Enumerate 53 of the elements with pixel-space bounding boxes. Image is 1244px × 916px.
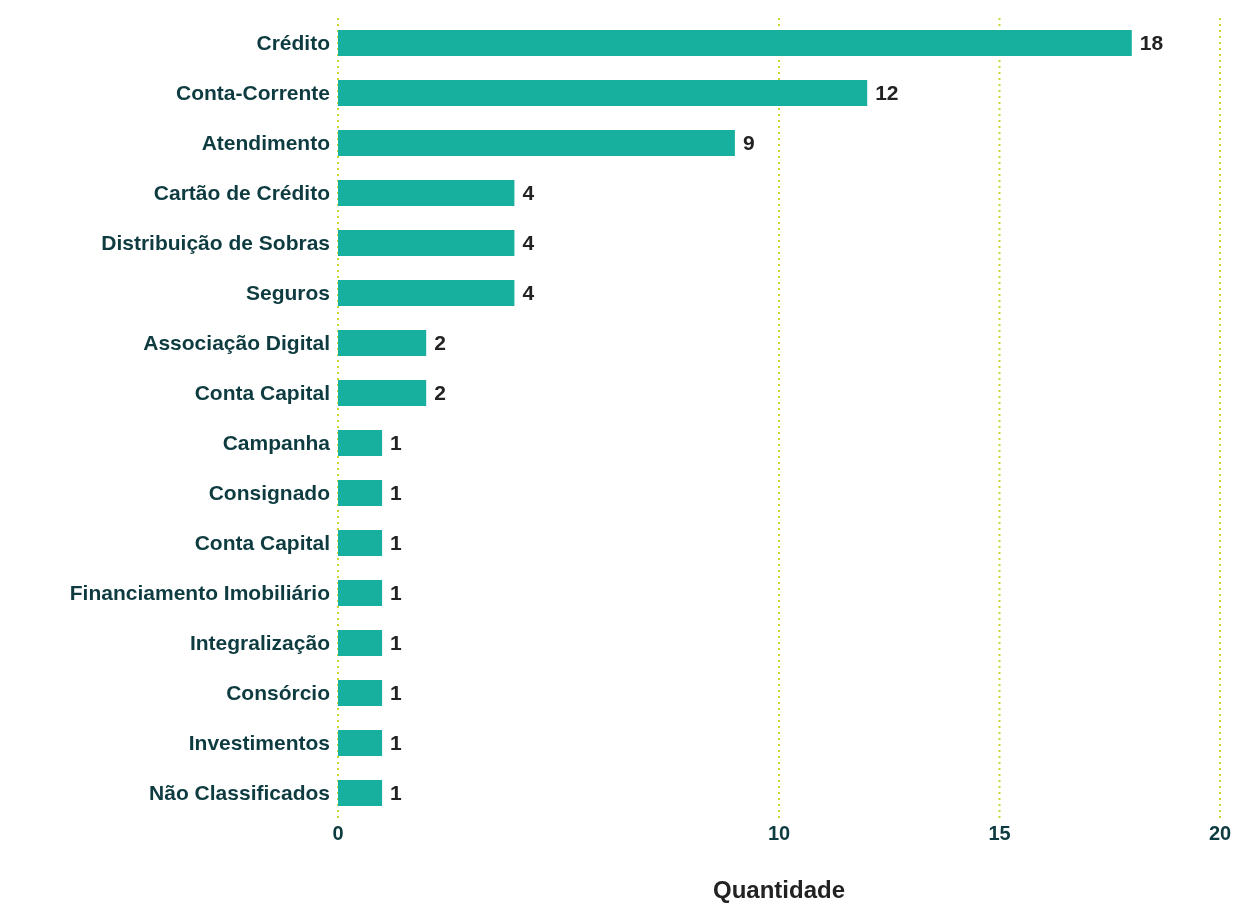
bar [338, 380, 427, 406]
bar [338, 280, 515, 306]
bar [338, 130, 735, 156]
data-label: 4 [522, 281, 535, 305]
data-label: 1 [390, 581, 403, 605]
y-tick-label: Conta Capital [194, 531, 330, 555]
y-tick-label: Associação Digital [143, 331, 330, 355]
bar [338, 580, 383, 606]
y-tick-label: Não Classificados [149, 781, 330, 805]
bar [338, 730, 383, 756]
x-tick-label: 15 [988, 822, 1011, 845]
x-tick-label: 0 [332, 822, 344, 845]
y-tick-label: Crédito [256, 31, 330, 55]
data-label: 1 [390, 481, 403, 505]
data-label: 1 [390, 431, 403, 455]
bar [338, 780, 383, 806]
y-tick-label: Consignado [208, 481, 330, 505]
bar [338, 180, 515, 206]
y-tick-label: Investimentos [188, 731, 330, 755]
data-label: 2 [434, 381, 446, 405]
data-label: 2 [434, 331, 446, 355]
data-label: 9 [742, 131, 755, 155]
bar [338, 80, 868, 106]
y-tick-label: Conta Capital [194, 381, 330, 405]
data-label: 1 [390, 781, 403, 805]
bar [338, 630, 383, 656]
data-label: 12 [875, 81, 899, 105]
bar [338, 480, 383, 506]
data-label: 4 [522, 231, 535, 255]
y-tick-label: Financiamento Imobiliário [69, 581, 330, 605]
bar [338, 430, 383, 456]
y-tick-label: Campanha [222, 431, 331, 455]
y-tick-label: Cartão de Crédito [153, 181, 330, 205]
bar [338, 680, 383, 706]
bar [338, 330, 427, 356]
y-tick-label: Consórcio [226, 681, 330, 705]
y-tick-label: Seguros [245, 281, 330, 305]
bar [338, 530, 383, 556]
data-label: 1 [390, 631, 403, 655]
data-label: 1 [390, 731, 403, 755]
y-tick-label: Atendimento [201, 131, 330, 155]
bar [338, 230, 515, 256]
y-tick-label: Distribuição de Sobras [101, 231, 330, 255]
y-tick-label: Conta-Corrente [175, 81, 330, 105]
data-label: 4 [522, 181, 535, 205]
bar [338, 30, 1132, 56]
x-tick-label: 20 [1208, 822, 1232, 845]
data-label: 1 [390, 531, 403, 555]
x-tick-label: 10 [767, 822, 791, 845]
data-label: 18 [1139, 31, 1164, 55]
data-label: 1 [390, 681, 403, 705]
y-tick-label: Integralização [189, 631, 330, 655]
x-axis-title: Quantidade [712, 876, 846, 903]
